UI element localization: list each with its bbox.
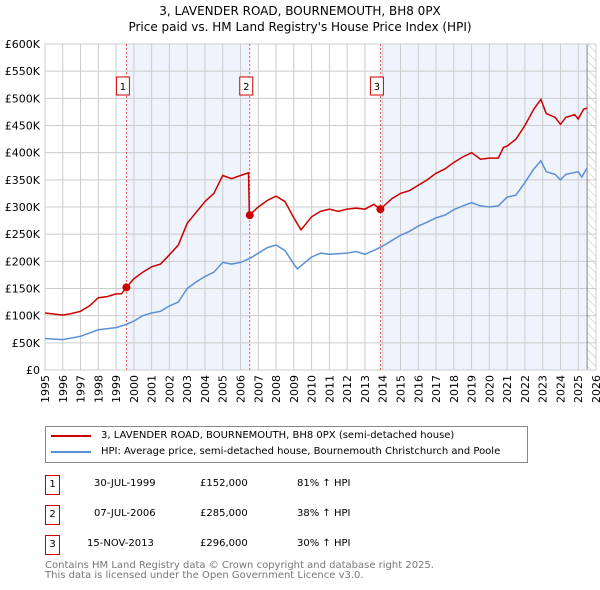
x-tick-label: 2010 <box>306 375 319 403</box>
sale-row: 3 15-NOV-2013 £296,000 30% ↑ HPI <box>45 535 545 555</box>
plot-border <box>44 43 597 371</box>
sale-number: 1 <box>45 475 60 495</box>
sale-row: 1 30-JUL-1999 £152,000 81% ↑ HPI <box>45 475 545 495</box>
x-tick-label: 2018 <box>448 375 461 403</box>
x-tick-label: 2016 <box>412 375 425 403</box>
y-tick-label: £250K <box>5 228 41 241</box>
chart-title: 3, LAVENDER ROAD, BOURNEMOUTH, BH8 0PX <box>159 4 441 18</box>
x-tick-label: 2025 <box>572 375 585 403</box>
x-tick-label: 2019 <box>466 375 479 403</box>
legend-label: HPI: Average price, semi-detached house,… <box>101 446 501 457</box>
x-tick-label: 2023 <box>537 375 550 403</box>
y-tick-label: £400K <box>5 147 41 160</box>
x-tick-label: 2015 <box>394 375 407 403</box>
y-tick-label: £600K <box>5 38 41 51</box>
y-tick-label: £100K <box>5 310 41 323</box>
sale-hpi-diff: 81% ↑ HPI <box>297 478 351 489</box>
legend-label: 3, LAVENDER ROAD, BOURNEMOUTH, BH8 0PX (… <box>101 430 455 441</box>
x-tick-label: 2014 <box>377 375 390 403</box>
price-chart: 1995 1996 1997 1998 1999 2000 2001 2002 2003 2004… <box>5 38 600 403</box>
y-tick-label: £300K <box>5 201 41 214</box>
chart-subtitle: Price paid vs. HM Land Registry's House … <box>128 20 472 34</box>
x-tick-label: 2026 <box>590 375 600 403</box>
x-tick-label: 2006 <box>235 375 248 403</box>
x-tick-label: 2020 <box>483 375 496 403</box>
sale-label-box <box>115 76 130 96</box>
footer-line: Contains HM Land Registry data © Crown c… <box>45 560 434 571</box>
x-tick-label: 2004 <box>199 375 212 403</box>
price-line <box>44 97 588 316</box>
sale-label-box <box>369 76 384 96</box>
x-tick-label: 2024 <box>554 375 567 403</box>
legend-swatch-red <box>51 434 91 437</box>
x-tick-label: 1996 <box>57 375 70 403</box>
x-tick-label: 2001 <box>146 375 159 403</box>
sale-date: 15-NOV-2013 <box>87 538 154 549</box>
x-tick-label: 2007 <box>252 375 265 403</box>
sale-price: £285,000 <box>200 508 248 519</box>
y-tick-label: £50K <box>12 337 41 350</box>
legend-item-hpi: HPI: Average price, semi-detached house,… <box>46 446 500 457</box>
sale-number: 2 <box>45 505 60 525</box>
sale-price: £296,000 <box>200 538 248 549</box>
sale-date: 30-JUL-1999 <box>94 478 156 489</box>
sale-hpi-diff: 30% ↑ HPI <box>297 538 351 549</box>
x-tick-label: 1997 <box>75 375 88 403</box>
sale-date: 07-JUL-2006 <box>94 508 156 519</box>
x-tick-label: 2000 <box>128 375 141 403</box>
x-tick-label: 2009 <box>288 375 301 403</box>
sale-point <box>245 211 254 220</box>
sale-hpi-diff: 38% ↑ HPI <box>297 508 351 519</box>
y-tick-label: £0 <box>26 364 40 377</box>
hpi-line <box>44 159 588 341</box>
y-tick-label: £150K <box>5 283 41 296</box>
x-tick-label: 1995 <box>39 375 52 403</box>
sale-label: 2 <box>243 82 249 93</box>
y-tick-label: £500K <box>5 92 41 105</box>
sale-price: £152,000 <box>200 478 248 489</box>
sale-label: 3 <box>374 82 380 93</box>
x-tick-label: 2005 <box>217 375 230 403</box>
x-tick-label: 2021 <box>501 375 514 403</box>
y-tick-label: £350K <box>5 174 41 187</box>
sale-label: 1 <box>120 82 126 93</box>
x-tick-label: 1998 <box>92 375 105 403</box>
x-tick-label: 2003 <box>181 375 194 403</box>
legend: 3, LAVENDER ROAD, BOURNEMOUTH, BH8 0PX (… <box>45 426 528 463</box>
sale-point <box>122 283 131 292</box>
x-tick-label: 2017 <box>430 375 443 403</box>
x-tick-label: 2002 <box>163 375 176 403</box>
footer-line: This data is licensed under the Open Gov… <box>45 570 364 581</box>
x-tick-label: 2013 <box>359 375 372 403</box>
y-tick-label: £550K <box>5 65 41 78</box>
footer: Contains HM Land Registry data © Crown c… <box>45 561 434 581</box>
x-tick-label: 2008 <box>270 375 283 403</box>
y-tick-label: £200K <box>5 255 41 268</box>
x-tick-label: 1999 <box>110 375 123 403</box>
sale-label-box <box>239 76 254 96</box>
legend-item-property: 3, LAVENDER ROAD, BOURNEMOUTH, BH8 0PX (… <box>46 430 454 441</box>
y-tick-label: £450K <box>5 120 41 133</box>
sale-number: 3 <box>45 535 60 555</box>
x-tick-label: 2011 <box>323 375 336 403</box>
x-tick-label: 2012 <box>341 375 354 403</box>
x-tick-label: 2022 <box>519 375 532 403</box>
sale-point <box>376 205 385 214</box>
sale-row: 2 07-JUL-2006 £285,000 38% ↑ HPI <box>45 505 545 525</box>
legend-swatch-blue <box>51 450 91 453</box>
